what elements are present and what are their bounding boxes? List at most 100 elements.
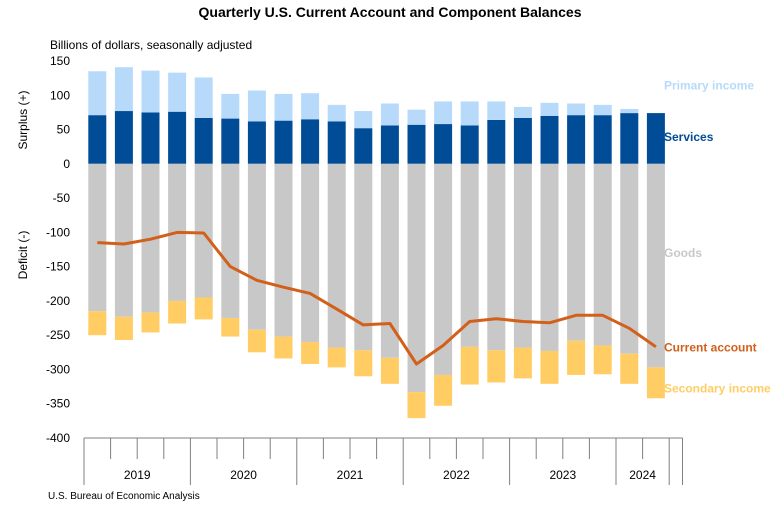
primary-income-bar	[141, 70, 160, 113]
primary-income-label: Primary income	[664, 79, 754, 93]
y-tick-label: 100	[50, 88, 70, 102]
goods-bar	[620, 163, 639, 354]
services-bar	[460, 125, 479, 164]
secondary-income-bar	[380, 357, 399, 384]
secondary-income-bar	[114, 316, 133, 340]
series-labels: Primary income Services Goods Current accou…	[664, 79, 771, 396]
goods-bar	[274, 163, 293, 337]
goods-bar	[646, 163, 665, 368]
primary-income-bar	[354, 111, 373, 129]
x-year-label: 2020	[230, 468, 257, 482]
x-year-label: 2022	[443, 468, 470, 482]
y-tick-label: -200	[46, 294, 70, 308]
primary-income-bar	[593, 104, 612, 116]
goods-bar	[593, 163, 612, 346]
services-bar	[513, 117, 532, 164]
services-bar	[221, 118, 240, 164]
current-account-line-group	[97, 230, 657, 366]
y-tick-label: -300	[46, 362, 70, 376]
primary-income-bar	[114, 67, 133, 112]
services-bar	[487, 119, 506, 164]
goods-bar	[407, 163, 426, 393]
primary-income-bar	[487, 101, 506, 120]
secondary-income-bar	[327, 347, 346, 368]
goods-bar	[301, 163, 320, 343]
secondary-income-label: Secondary income	[664, 381, 771, 395]
chart-subtitle: Billions of dollars, seasonally adjusted	[50, 38, 253, 52]
y-tick-label: -400	[46, 431, 70, 445]
services-bar	[274, 120, 293, 164]
services-bar	[380, 125, 399, 164]
source-note: U.S. Bureau of Economic Analysis	[48, 491, 200, 502]
secondary-income-bar	[407, 392, 426, 419]
x-year-label: 2021	[337, 468, 364, 482]
y-tick-label: -50	[53, 191, 71, 205]
secondary-income-bar	[247, 329, 266, 353]
secondary-income-bar	[354, 350, 373, 377]
secondary-income-bar	[513, 347, 532, 379]
primary-income-bar	[168, 72, 187, 112]
y-axis: 150 100 50 0 -50 -100 -150 -200 -250 -300 -350 -400	[46, 54, 70, 445]
services-bar	[620, 113, 639, 164]
primary-income-bar	[380, 103, 399, 126]
y-axis-label-surplus: Surplus (+)	[16, 90, 30, 149]
goods-bar	[540, 163, 559, 351]
services-bar	[567, 115, 586, 164]
x-axis: 2019 2020 2021 2022 2023 2024	[83, 437, 683, 485]
goods-bar	[513, 163, 532, 348]
secondary-income-bar	[301, 342, 320, 364]
services-bar	[194, 117, 213, 164]
services-bar	[407, 124, 426, 164]
secondary-income-bar	[460, 346, 479, 385]
primary-income-bar	[513, 106, 532, 118]
services-bar	[646, 113, 665, 164]
primary-income-bar	[221, 93, 240, 119]
primary-income-bar	[540, 102, 559, 116]
secondary-income-bar	[88, 311, 107, 336]
y-tick-label: 0	[63, 157, 70, 171]
primary-income-bar	[567, 103, 586, 116]
goods-label: Goods	[664, 246, 702, 260]
services-bar	[593, 115, 612, 164]
goods-bar	[354, 163, 373, 351]
goods-bar	[88, 163, 107, 312]
y-tick-label: -250	[46, 328, 70, 342]
primary-income-bar	[194, 77, 213, 118]
secondary-income-bar	[141, 312, 160, 333]
services-bar	[247, 121, 266, 164]
secondary-income-bar	[540, 350, 559, 384]
y-tick-label: 150	[50, 54, 70, 68]
services-label: Services	[664, 130, 714, 144]
goods-bar	[434, 163, 453, 375]
goods-bar	[487, 163, 506, 351]
secondary-income-bar	[646, 367, 665, 399]
current-account-label: Current account	[664, 341, 757, 355]
chart-title: Quarterly U.S. Current Account and Compo…	[198, 4, 582, 20]
secondary-income-bar	[567, 340, 586, 375]
x-year-label: 2023	[549, 468, 576, 482]
services-bar	[354, 128, 373, 164]
y-tick-label: 50	[57, 123, 71, 137]
goods-bar	[221, 163, 240, 319]
services-bar	[434, 124, 453, 164]
services-bar	[141, 112, 160, 164]
secondary-income-bar	[274, 336, 293, 359]
secondary-income-bar	[487, 350, 506, 383]
current-account-line	[97, 230, 657, 366]
primary-income-bar	[301, 93, 320, 120]
bars	[88, 67, 665, 419]
goods-bar	[460, 163, 479, 347]
services-bar	[301, 119, 320, 164]
goods-bar	[327, 163, 346, 348]
primary-income-bar	[327, 104, 346, 122]
goods-bar	[194, 163, 213, 298]
services-bar	[114, 111, 133, 164]
goods-bar	[114, 163, 133, 317]
y-axis-label-deficit: Deficit (-)	[16, 231, 30, 280]
services-bar	[327, 121, 346, 164]
primary-income-bar	[274, 93, 293, 121]
primary-income-bar	[460, 101, 479, 126]
x-year-label: 2024	[629, 468, 656, 482]
y-tick-label: -100	[46, 225, 70, 239]
